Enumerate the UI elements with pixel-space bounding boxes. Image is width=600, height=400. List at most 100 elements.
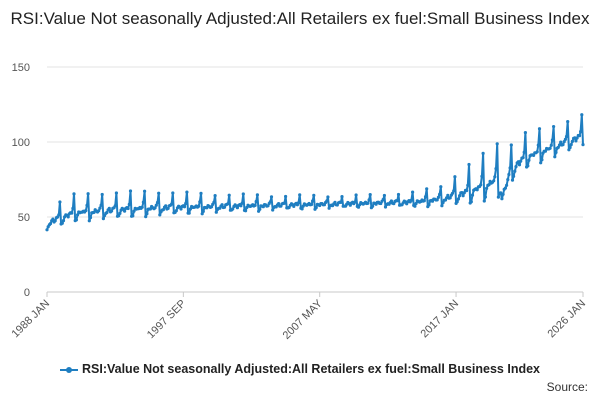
data-point[interactable] bbox=[575, 136, 579, 140]
data-point[interactable] bbox=[396, 192, 401, 197]
data-point[interactable] bbox=[505, 183, 509, 187]
data-point[interactable] bbox=[166, 206, 170, 210]
data-point[interactable] bbox=[436, 195, 440, 199]
data-point[interactable] bbox=[368, 193, 372, 197]
data-point[interactable] bbox=[53, 219, 57, 223]
data-point[interactable] bbox=[185, 190, 189, 194]
data-point[interactable] bbox=[188, 207, 192, 211]
data-point[interactable] bbox=[72, 192, 76, 196]
data-point[interactable] bbox=[514, 165, 518, 169]
data-point[interactable] bbox=[61, 219, 66, 223]
data-point[interactable] bbox=[539, 161, 543, 165]
data-point[interactable] bbox=[367, 198, 371, 202]
data-point[interactable] bbox=[543, 149, 548, 153]
data-point[interactable] bbox=[99, 203, 103, 207]
data-point[interactable] bbox=[553, 155, 557, 159]
data-point[interactable] bbox=[453, 175, 457, 179]
data-point[interactable] bbox=[423, 195, 428, 199]
data-point[interactable] bbox=[552, 125, 556, 129]
data-point[interactable] bbox=[475, 188, 479, 192]
data-point[interactable] bbox=[296, 201, 301, 205]
data-point[interactable] bbox=[414, 201, 418, 206]
data-point[interactable] bbox=[88, 216, 93, 220]
data-point[interactable] bbox=[326, 195, 330, 199]
data-point[interactable] bbox=[579, 130, 583, 134]
data-point[interactable] bbox=[300, 207, 304, 211]
data-point[interactable] bbox=[164, 204, 168, 208]
data-point[interactable] bbox=[155, 200, 160, 205]
data-point[interactable] bbox=[199, 191, 203, 195]
data-point[interactable] bbox=[353, 200, 357, 204]
data-point[interactable] bbox=[513, 169, 517, 173]
data-point[interactable] bbox=[114, 191, 118, 195]
data-point[interactable] bbox=[577, 134, 582, 138]
data-point[interactable] bbox=[523, 131, 528, 135]
data-point[interactable] bbox=[456, 197, 460, 201]
data-point[interactable] bbox=[492, 179, 496, 183]
data-point[interactable] bbox=[98, 206, 102, 210]
data-point[interactable] bbox=[556, 145, 560, 149]
data-point[interactable] bbox=[240, 201, 244, 205]
data-point[interactable] bbox=[48, 222, 53, 226]
data-point[interactable] bbox=[187, 211, 191, 215]
data-point[interactable] bbox=[563, 137, 568, 141]
data-point[interactable] bbox=[282, 201, 286, 205]
data-point[interactable] bbox=[333, 200, 337, 204]
data-point[interactable] bbox=[510, 178, 515, 182]
data-point[interactable] bbox=[574, 139, 578, 143]
data-point[interactable] bbox=[487, 183, 491, 187]
data-point[interactable] bbox=[413, 204, 417, 208]
data-point[interactable] bbox=[309, 202, 314, 207]
data-point[interactable] bbox=[479, 183, 483, 187]
data-point[interactable] bbox=[74, 218, 78, 222]
data-point[interactable] bbox=[179, 207, 183, 211]
data-point[interactable] bbox=[532, 153, 536, 157]
data-point[interactable] bbox=[427, 203, 431, 207]
data-point[interactable] bbox=[58, 200, 62, 204]
data-point[interactable] bbox=[268, 200, 272, 204]
data-point[interactable] bbox=[455, 200, 459, 204]
data-point[interactable] bbox=[210, 205, 214, 209]
data-point[interactable] bbox=[45, 228, 49, 232]
data-point[interactable] bbox=[198, 200, 202, 204]
data-point[interactable] bbox=[440, 204, 444, 208]
data-point[interactable] bbox=[170, 202, 174, 206]
data-point[interactable] bbox=[197, 204, 201, 208]
data-point[interactable] bbox=[354, 193, 358, 197]
data-point[interactable] bbox=[71, 206, 75, 210]
data-point[interactable] bbox=[101, 217, 105, 221]
data-point[interactable] bbox=[325, 199, 329, 203]
data-point[interactable] bbox=[339, 200, 343, 204]
data-point[interactable] bbox=[536, 143, 540, 147]
data-point[interactable] bbox=[481, 151, 485, 155]
data-point[interactable] bbox=[522, 150, 526, 154]
data-point[interactable] bbox=[145, 212, 149, 216]
data-point[interactable] bbox=[425, 187, 429, 191]
data-point[interactable] bbox=[76, 213, 80, 217]
data-point[interactable] bbox=[143, 189, 147, 193]
data-point[interactable] bbox=[501, 192, 505, 196]
data-point[interactable] bbox=[469, 200, 473, 204]
data-point[interactable] bbox=[460, 191, 464, 195]
data-point[interactable] bbox=[113, 204, 117, 208]
data-point[interactable] bbox=[239, 204, 243, 208]
data-point[interactable] bbox=[84, 209, 88, 213]
data-point[interactable] bbox=[411, 190, 415, 194]
data-point[interactable] bbox=[214, 210, 218, 214]
data-point[interactable] bbox=[107, 206, 111, 210]
data-point[interactable] bbox=[140, 205, 144, 209]
data-point[interactable] bbox=[254, 199, 258, 204]
data-point[interactable] bbox=[483, 195, 487, 199]
data-point[interactable] bbox=[161, 208, 165, 212]
data-point[interactable] bbox=[494, 167, 498, 171]
data-point[interactable] bbox=[269, 195, 274, 199]
data-point[interactable] bbox=[356, 205, 361, 209]
data-point[interactable] bbox=[382, 193, 386, 198]
data-point[interactable] bbox=[438, 192, 442, 196]
data-point[interactable] bbox=[466, 183, 470, 187]
data-point[interactable] bbox=[66, 215, 70, 219]
data-point[interactable] bbox=[227, 193, 231, 197]
data-point[interactable] bbox=[312, 193, 316, 197]
data-point[interactable] bbox=[569, 143, 573, 147]
data-point[interactable] bbox=[201, 209, 205, 213]
